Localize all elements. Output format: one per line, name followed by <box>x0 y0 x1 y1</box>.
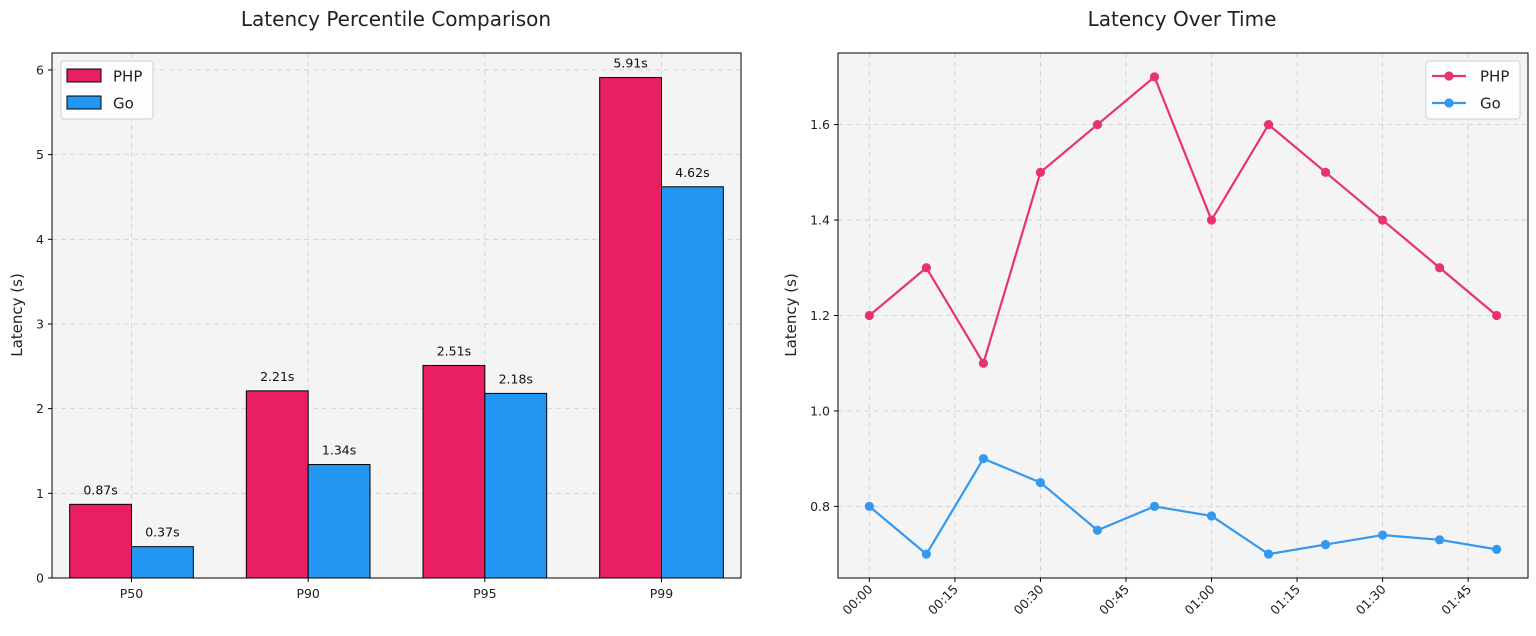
point-go <box>1492 544 1502 554</box>
line-y-tick-label: 1.2 <box>810 308 830 323</box>
line-chart: Latency Over Time 0.81.01.21.41.6 00:00 0… <box>782 7 1529 618</box>
line-legend-marker <box>1444 98 1454 108</box>
bar-x-tick-label: P99 <box>650 586 673 601</box>
point-php <box>921 263 931 273</box>
bar-y-axis-label: Latency (s) <box>8 273 26 357</box>
line-x-tick-label: 00:00 <box>839 581 875 617</box>
bar-x-tick-label: P50 <box>120 586 143 601</box>
bar-go-p95 <box>484 392 548 579</box>
line-php <box>868 75 1498 365</box>
line-y-tick-label: 1.6 <box>810 117 830 132</box>
bar-y-tick-label: 4 <box>36 232 44 247</box>
bar-y-ticks: 0 1 2 3 4 5 6 <box>36 62 52 586</box>
point-go <box>864 501 874 512</box>
bar-data-label: 2.18s <box>499 371 533 386</box>
bar-legend-label: Go <box>113 95 134 113</box>
line-legend: PHP Go <box>1425 60 1521 120</box>
line-x-tick-label: 00:15 <box>925 582 961 618</box>
line-y-tick-label: 1.4 <box>810 213 830 228</box>
point-go <box>921 549 931 559</box>
bar-y-tick-label: 6 <box>36 62 44 77</box>
line-x-tick-label: 01:00 <box>1182 581 1218 617</box>
point-go <box>1377 530 1388 540</box>
line-chart-title: Latency Over Time <box>1088 7 1277 31</box>
point-go <box>978 454 989 464</box>
bar-data-label: 2.51s <box>437 343 471 358</box>
point-php <box>864 310 874 321</box>
line-x-tick-label: 01:45 <box>1438 582 1474 618</box>
line-y-ticks: 0.8 1.0 1.2 1.4 1.6 <box>810 117 838 514</box>
line-y-tick-label: 1.0 <box>810 403 830 418</box>
point-go <box>1092 525 1103 535</box>
bar-data-label: 4.62s <box>675 165 709 180</box>
bar-data-label: 0.87s <box>83 482 117 497</box>
point-go <box>1263 549 1274 559</box>
bar-x-ticks: P50 P90 P95 P99 <box>120 578 673 601</box>
bar-y-tick-label: 1 <box>36 486 44 501</box>
bar-chart: Latency Percentile Comparison 0.87s 2.21s… <box>8 7 742 601</box>
point-php <box>978 358 989 368</box>
bar-y-tick-label: 0 <box>36 571 44 586</box>
point-php <box>1149 72 1160 82</box>
bar-y-tick-label: 2 <box>36 401 44 416</box>
bar-php-p95 <box>422 364 486 579</box>
line-x-tick-label: 01:15 <box>1267 582 1303 618</box>
bar-data-label: 5.91s <box>613 56 647 71</box>
point-go <box>1320 539 1331 550</box>
line-go <box>868 457 1497 556</box>
line-x-ticks: 00:00 00:15 00:30 00:45 01:00 01:15 01:30 01:45 <box>839 578 1474 618</box>
bar-php-p90 <box>245 390 309 579</box>
bar-series <box>69 77 724 579</box>
point-go <box>1035 477 1046 488</box>
bar-go-p90 <box>307 464 371 579</box>
bar-chart-title: Latency Percentile Comparison <box>241 7 551 31</box>
point-php <box>1206 215 1217 225</box>
bar-data-label: 2.21s <box>260 369 294 384</box>
point-php <box>1035 167 1046 177</box>
point-go <box>1206 511 1217 521</box>
bar-x-tick-label: P90 <box>296 586 319 601</box>
line-legend-label: Go <box>1480 95 1501 113</box>
bar-go-p50 <box>131 546 194 579</box>
line-x-tick-label: 00:30 <box>1010 581 1046 617</box>
bar-x-tick-label: P95 <box>473 586 496 601</box>
bar-data-label: 0.37s <box>145 525 179 540</box>
point-go <box>1149 501 1160 512</box>
point-php <box>1092 119 1103 130</box>
point-php <box>1320 167 1331 177</box>
point-php <box>1492 310 1502 321</box>
line-legend-label: PHP <box>1480 68 1509 86</box>
point-php <box>1435 263 1445 273</box>
bar-data-labels: 0.87s 2.21s 2.51s 5.91s 0.37s 1.34s 2.18s 4.62s <box>83 56 709 540</box>
bar-y-tick-label: 5 <box>36 147 44 162</box>
point-php <box>1377 215 1388 225</box>
line-series <box>864 72 1502 559</box>
point-php <box>1263 119 1274 130</box>
bar-legend-label: PHP <box>113 68 142 86</box>
bar-plot-frame <box>51 52 742 579</box>
line-x-tick-label: 01:30 <box>1353 581 1389 617</box>
line-y-tick-label: 0.8 <box>810 499 830 514</box>
point-go <box>1435 535 1445 545</box>
bar-php-p50 <box>69 503 132 579</box>
line-y-axis-label: Latency (s) <box>782 273 800 357</box>
bar-data-label: 1.34s <box>322 443 356 458</box>
bar-legend-swatch <box>66 68 102 83</box>
line-legend-marker <box>1444 71 1454 81</box>
bar-php-p99 <box>599 77 663 579</box>
bar-y-tick-label: 3 <box>36 316 44 331</box>
line-x-tick-label: 00:45 <box>1096 582 1132 618</box>
bar-legend-swatch <box>66 95 102 110</box>
bar-go-p99 <box>661 186 724 579</box>
bar-legend: PHP Go <box>60 60 154 120</box>
